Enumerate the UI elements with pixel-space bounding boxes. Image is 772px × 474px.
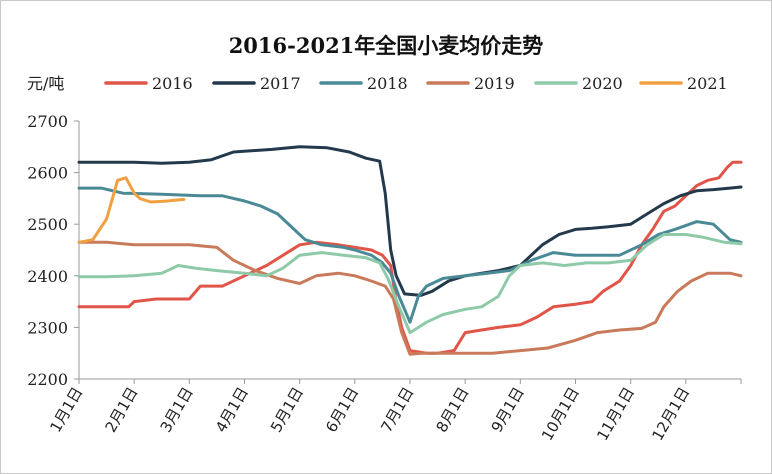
series-line-2021: [77, 176, 186, 244]
y-tick-label: 2500: [27, 215, 68, 234]
x-tick-label: 12月1日: [648, 384, 693, 444]
chart-legend: 2016 2017 2018 2019 2020 2021: [104, 74, 728, 93]
plot-series: [77, 145, 743, 356]
x-tick-label: 4月1日: [212, 384, 252, 436]
x-tick-label: 7月1日: [377, 384, 417, 436]
legend-label-2017: 2017: [260, 74, 301, 93]
x-tick-label: 10月1日: [538, 384, 583, 444]
y-tick-label: 2300: [27, 318, 68, 337]
x-tick-label: 3月1日: [157, 384, 197, 436]
x-axis: 1月1日 2月1日 3月1日 4月1日 5月1日 6月1日 7月1日 8月1日 9月1日 10月1…: [46, 378, 742, 444]
x-tick-label: 11月1日: [593, 384, 638, 444]
series-line-2019: [77, 240, 743, 356]
series-line-2017: [77, 145, 743, 297]
legend-label-2016: 2016: [152, 74, 193, 93]
series-line-2016: [77, 160, 743, 355]
y-tick-label: 2600: [27, 164, 68, 183]
legend-label-2020: 2020: [582, 74, 623, 93]
series-line-2018: [77, 186, 743, 324]
y-tick-label: 2400: [27, 267, 68, 286]
x-tick-label: 6月1日: [322, 384, 362, 436]
legend-label-2018: 2018: [367, 74, 408, 93]
x-tick-label: 9月1日: [488, 384, 528, 436]
legend-label-2021: 2021: [687, 74, 728, 93]
legend-label-2019: 2019: [474, 74, 515, 93]
y-tick-label: 2200: [27, 370, 68, 389]
y-axis-unit-label: 元/吨: [27, 74, 64, 93]
x-tick-label: 5月1日: [267, 384, 307, 436]
x-tick-label: 1月1日: [46, 384, 86, 436]
chart-title: 2016-2021年全国小麦均价走势: [229, 33, 544, 58]
x-tick-label: 8月1日: [432, 384, 472, 436]
x-tick-label: 2月1日: [101, 384, 141, 436]
y-axis: 2200 2300 2400 2500 2600 2700: [27, 112, 80, 389]
series-line-2020: [77, 233, 743, 335]
y-tick-label: 2700: [27, 112, 68, 131]
